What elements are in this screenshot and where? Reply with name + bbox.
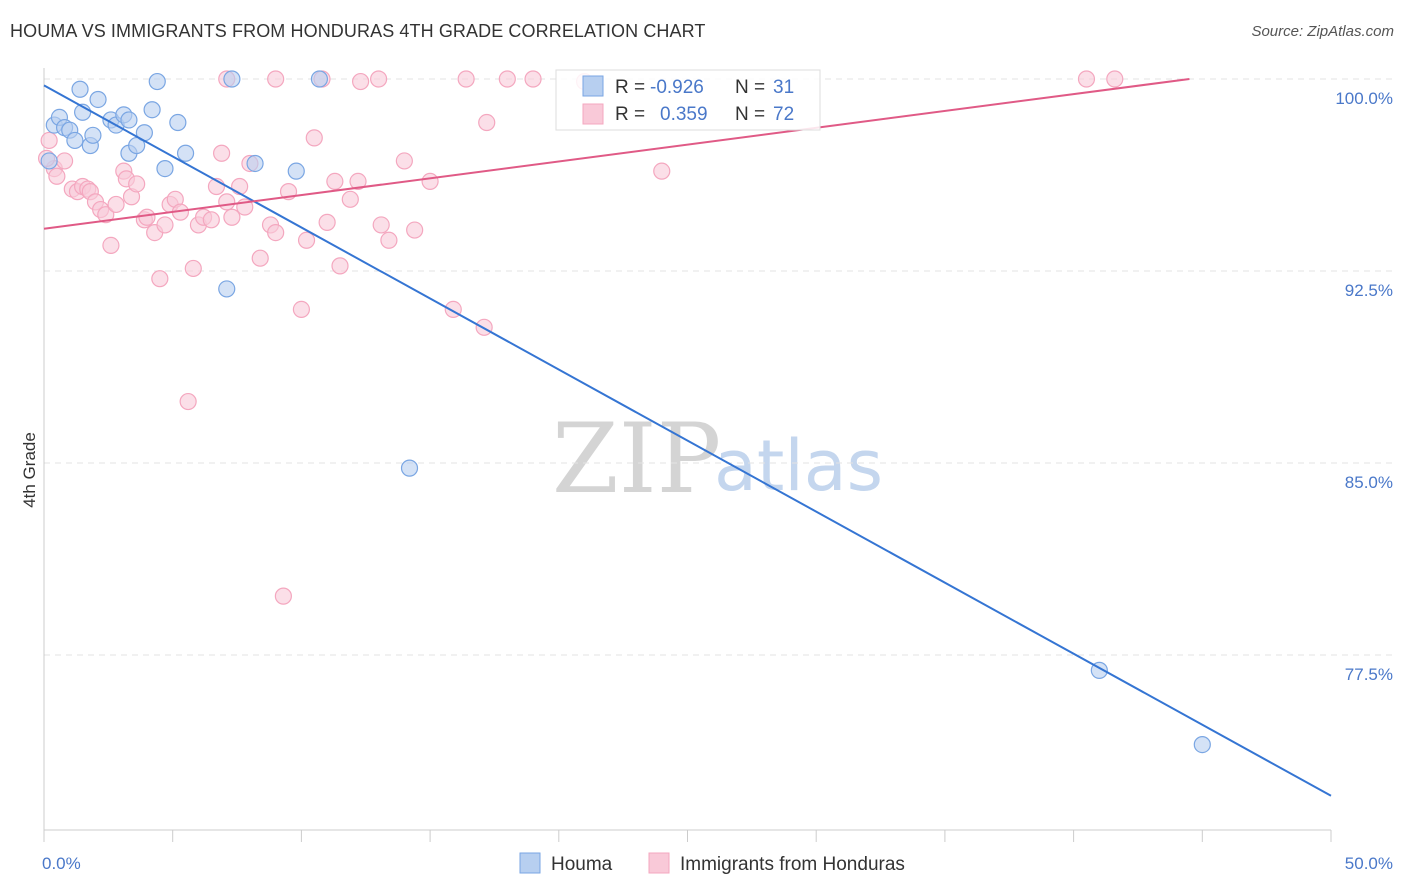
honduras-swatch (582, 103, 604, 125)
houma-point (66, 131, 84, 150)
houma-swatch (582, 75, 604, 97)
n-value-houma: 31 (773, 77, 794, 98)
honduras-point (40, 131, 58, 150)
watermark-atlas: atlas (714, 425, 883, 507)
honduras-point (231, 177, 249, 196)
houma-point (120, 111, 138, 129)
legend-honduras-label: Immigrants from Honduras (680, 854, 905, 875)
honduras-point (498, 70, 516, 88)
honduras-point (524, 70, 542, 88)
honduras-point (653, 162, 671, 180)
houma-point (40, 152, 58, 170)
legend-houma-label: Houma (551, 854, 613, 875)
r-value-houma: -0.926 (650, 77, 704, 98)
x-tick-label-max: 50.0% (1345, 854, 1393, 873)
y-tick-label: 85.0% (1345, 473, 1393, 492)
n-value-honduras: 72 (773, 104, 794, 125)
honduras-point (48, 167, 66, 185)
honduras-trend-line (43, 78, 1190, 230)
honduras-point (179, 392, 197, 411)
honduras-point (151, 270, 169, 288)
honduras-point (267, 70, 285, 88)
houma-trend-line (43, 84, 1332, 797)
honduras-point (331, 257, 349, 275)
houma-point (400, 459, 419, 477)
houma-point (246, 154, 264, 173)
honduras-point (102, 236, 120, 254)
y-axis-label: 4th Grade (20, 432, 39, 508)
houma-point (71, 80, 89, 98)
houma-point (143, 101, 161, 119)
y-tick-labels: 100.0% 92.5% 85.0% 77.5% (1335, 89, 1393, 684)
legend-houma-swatch (519, 852, 541, 874)
honduras-point (326, 172, 344, 190)
honduras-point (297, 231, 316, 249)
trend-lines (43, 78, 1332, 797)
honduras-point (251, 249, 269, 267)
houma-point (218, 280, 236, 298)
series-legend: Houma Immigrants from Honduras (519, 852, 905, 875)
honduras-point (292, 300, 310, 318)
legend-honduras-swatch (648, 852, 670, 874)
axes (43, 68, 1332, 842)
honduras-point (478, 113, 496, 132)
x-tick-label-min: 0.0% (42, 854, 81, 873)
n-label-honduras: N = (735, 104, 765, 125)
honduras-point (349, 172, 367, 190)
y-tick-label: 100.0% (1335, 89, 1393, 108)
honduras-point (318, 213, 336, 231)
n-label-houma: N = (735, 77, 765, 98)
houma-point (148, 72, 166, 91)
r-label-houma: R = (615, 77, 645, 98)
houma-point (1193, 735, 1211, 754)
r-label-honduras: R = (615, 104, 645, 125)
honduras-point (370, 70, 388, 88)
honduras-point (202, 211, 220, 229)
series-honduras-points (37, 70, 1124, 605)
y-tick-label: 77.5% (1345, 665, 1393, 684)
honduras-point (352, 72, 370, 91)
houma-point (156, 160, 174, 178)
r-value-honduras: 0.359 (660, 104, 708, 125)
houma-point (223, 70, 241, 88)
honduras-point (223, 208, 241, 226)
honduras-point (213, 144, 231, 162)
houma-point (287, 162, 305, 180)
honduras-point (406, 221, 424, 239)
honduras-point (305, 129, 323, 147)
houma-point (176, 144, 195, 162)
honduras-point (218, 193, 236, 211)
chart-title: HOUMA VS IMMIGRANTS FROM HONDURAS 4TH GR… (10, 21, 706, 41)
honduras-point (457, 70, 475, 88)
honduras-point (184, 259, 202, 278)
y-tick-label: 92.5% (1345, 281, 1393, 300)
source-credit: Source: ZipAtlas.com (1251, 23, 1394, 40)
honduras-point (1077, 70, 1096, 88)
honduras-point (372, 216, 390, 234)
honduras-point (55, 152, 74, 170)
honduras-point (1106, 70, 1124, 88)
stats-legend: R = -0.926 N = 31 R = 0.359 N = 72 (555, 69, 821, 131)
honduras-point (138, 208, 156, 226)
watermark-zip: ZIP (552, 403, 721, 515)
honduras-point (128, 175, 146, 193)
honduras-point (267, 224, 285, 242)
honduras-point (341, 190, 359, 208)
x-tick-labels: 0.0% 50.0% (42, 854, 1393, 873)
honduras-point (156, 216, 174, 234)
houma-point (89, 90, 107, 109)
houma-point (84, 126, 102, 144)
honduras-point (395, 152, 413, 170)
honduras-point (421, 172, 439, 190)
honduras-point (380, 231, 398, 249)
houma-point (310, 70, 329, 88)
honduras-point (97, 206, 115, 224)
houma-point (169, 113, 187, 132)
honduras-point (274, 587, 292, 605)
honduras-point (107, 195, 125, 214)
